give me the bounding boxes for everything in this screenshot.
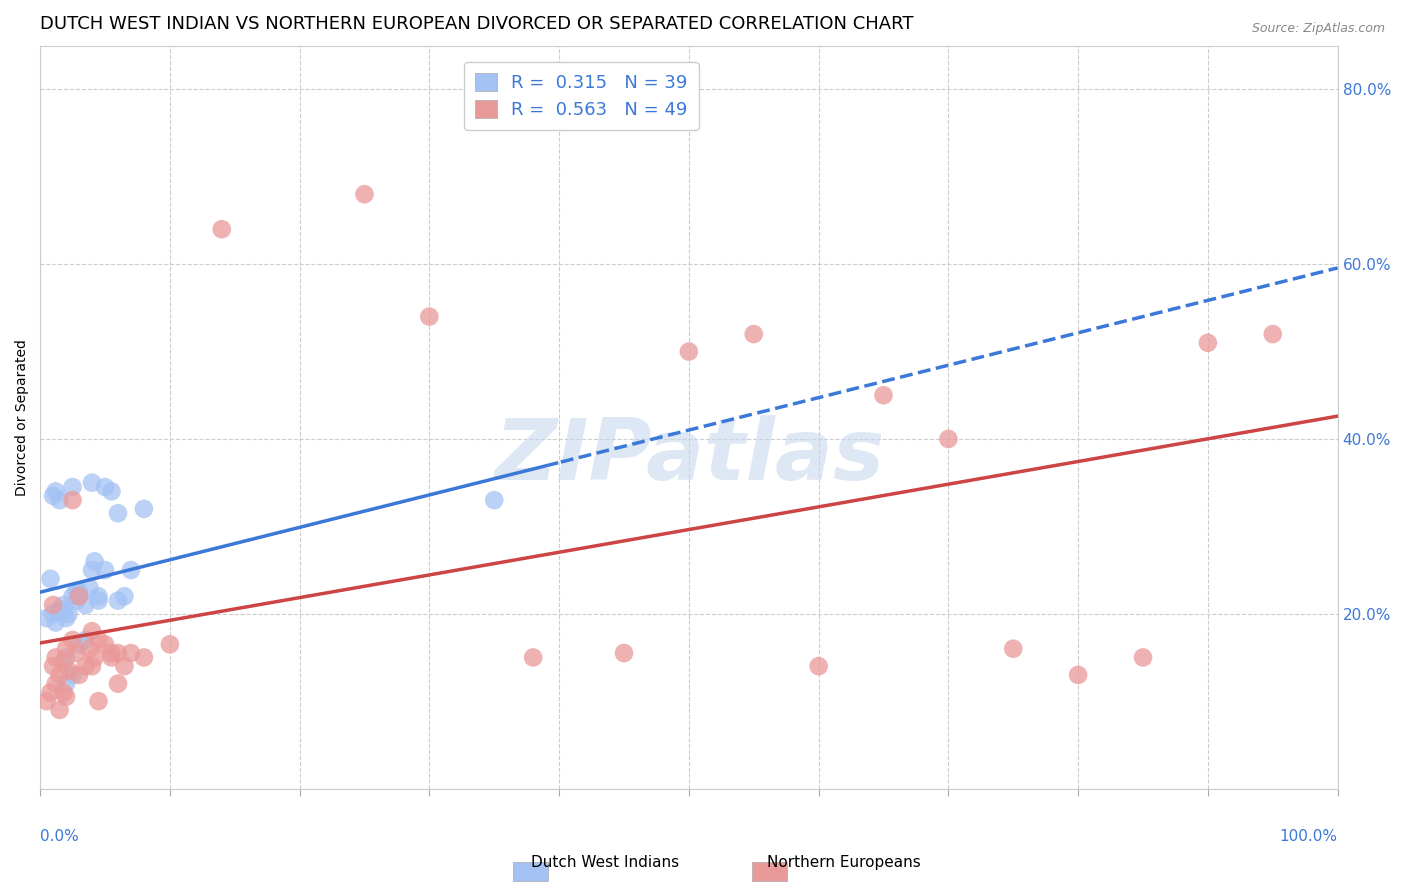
Point <box>67 585 90 599</box>
Point <box>48 703 70 717</box>
Point <box>52 602 75 616</box>
Point <box>58 664 80 678</box>
Point <box>45 676 67 690</box>
Point <box>120 646 142 660</box>
Point <box>35 694 58 708</box>
Point <box>65 585 87 599</box>
Point <box>484 493 506 508</box>
Point <box>87 589 110 603</box>
Text: Northern Europeans: Northern Europeans <box>766 855 921 870</box>
Legend: R =  0.315   N = 39, R =  0.563   N = 49: R = 0.315 N = 39, R = 0.563 N = 49 <box>464 62 699 129</box>
Point <box>132 650 155 665</box>
Point <box>107 676 129 690</box>
Point <box>100 646 122 660</box>
Point <box>62 480 84 494</box>
Text: 0.0%: 0.0% <box>41 830 79 845</box>
Point <box>107 506 129 520</box>
Text: ZIPatlas: ZIPatlas <box>494 415 884 498</box>
Point <box>75 659 97 673</box>
Point <box>65 593 87 607</box>
Point <box>522 650 544 665</box>
Point <box>107 646 129 660</box>
Point <box>62 632 84 647</box>
Point <box>418 310 440 324</box>
Point <box>114 589 136 603</box>
Point <box>75 598 97 612</box>
Point <box>55 690 77 704</box>
Point <box>42 489 65 503</box>
Point <box>67 589 90 603</box>
Point <box>39 685 62 699</box>
Point <box>42 659 65 673</box>
Point <box>48 493 70 508</box>
Point <box>94 637 117 651</box>
Point <box>48 602 70 616</box>
Point <box>58 607 80 621</box>
Point <box>114 659 136 673</box>
Point <box>94 480 117 494</box>
Text: Dutch West Indians: Dutch West Indians <box>530 855 679 870</box>
Point <box>75 632 97 647</box>
Point <box>87 593 110 607</box>
Point <box>807 659 830 673</box>
Text: Source: ZipAtlas.com: Source: ZipAtlas.com <box>1251 22 1385 36</box>
Point <box>67 668 90 682</box>
Point <box>80 563 103 577</box>
Point <box>42 598 65 612</box>
Point <box>159 637 181 651</box>
Point <box>1002 641 1025 656</box>
Point <box>87 694 110 708</box>
Point <box>132 501 155 516</box>
Point <box>80 475 103 490</box>
Point <box>211 222 233 236</box>
Point <box>45 484 67 499</box>
Text: DUTCH WEST INDIAN VS NORTHERN EUROPEAN DIVORCED OR SEPARATED CORRELATION CHART: DUTCH WEST INDIAN VS NORTHERN EUROPEAN D… <box>41 15 914 33</box>
Point <box>52 685 75 699</box>
Point <box>45 615 67 630</box>
Point <box>45 650 67 665</box>
Point <box>678 344 700 359</box>
Point <box>55 650 77 665</box>
Point <box>80 624 103 639</box>
Point <box>1132 650 1154 665</box>
Point <box>35 611 58 625</box>
Point <box>79 641 101 656</box>
Point <box>80 659 103 673</box>
Point <box>55 611 77 625</box>
Point <box>39 572 62 586</box>
Point <box>79 581 101 595</box>
Point <box>62 589 84 603</box>
Point <box>1261 327 1284 342</box>
Point <box>87 632 110 647</box>
Point <box>67 637 90 651</box>
Point <box>100 484 122 499</box>
Point <box>742 327 765 342</box>
Point <box>83 650 105 665</box>
Point <box>62 493 84 508</box>
Point <box>872 388 894 402</box>
Point <box>55 641 77 656</box>
Point <box>65 646 87 660</box>
Point <box>52 598 75 612</box>
Point <box>1067 668 1090 682</box>
Point <box>613 646 636 660</box>
Point <box>107 593 129 607</box>
Point <box>48 668 70 682</box>
Point <box>94 563 117 577</box>
Point <box>938 432 960 446</box>
Point <box>67 589 90 603</box>
Point <box>62 668 84 682</box>
Point <box>55 676 77 690</box>
Text: 100.0%: 100.0% <box>1279 830 1337 845</box>
Point <box>120 563 142 577</box>
Point <box>83 554 105 568</box>
Point <box>42 607 65 621</box>
Point <box>353 187 375 202</box>
Point <box>100 650 122 665</box>
Point <box>52 655 75 669</box>
Y-axis label: Divorced or Separated: Divorced or Separated <box>15 339 30 496</box>
Point <box>1197 335 1219 350</box>
